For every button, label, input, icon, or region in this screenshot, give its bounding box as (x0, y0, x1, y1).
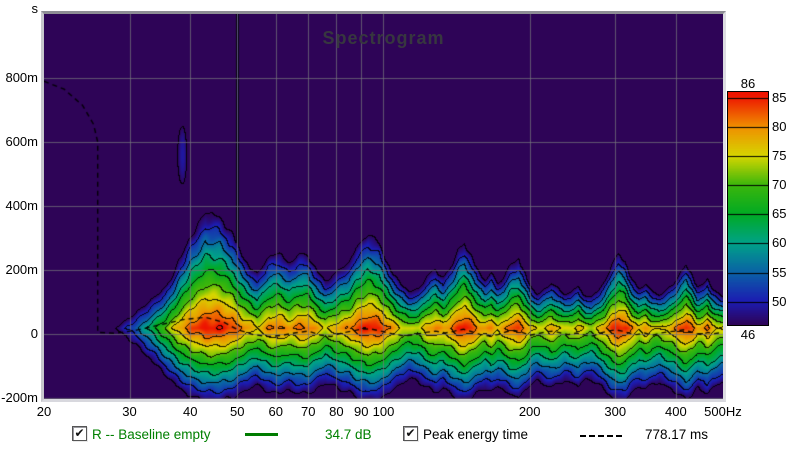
x-tick-30: 30 (122, 404, 137, 419)
x-tick-500: 500Hz (704, 404, 742, 419)
peak-energy-value: 778.17 ms (645, 427, 709, 442)
colorbar-gradient (728, 92, 768, 325)
colorbar-max-label: 86 (740, 76, 756, 91)
colorbar-tick-80: 80 (772, 118, 787, 134)
colorbar-tick-75: 75 (772, 148, 787, 164)
colorbar-tick-70: 70 (772, 177, 787, 193)
colorbar (727, 91, 769, 326)
chart-title: Spectrogram (322, 28, 445, 48)
trace-value: 34.7 dB (325, 427, 372, 442)
colorbar-tick-85: 85 (772, 89, 787, 105)
peak-energy-line-swatch (580, 435, 622, 437)
x-tick-20: 20 (36, 404, 52, 419)
x-tick-300: 300 (604, 404, 627, 419)
colorbar-tick-60: 60 (772, 235, 787, 251)
x-tick-100: 100 (372, 404, 395, 419)
x-tick-50: 50 (230, 404, 245, 419)
colorbar-tick-65: 65 (772, 206, 787, 222)
y-tick-600m: 600m (5, 134, 38, 149)
colorbar-tick-50: 50 (772, 293, 787, 309)
y-axis-unit-label: s (31, 1, 39, 16)
y-tick-0: 0 (30, 326, 38, 341)
y-tick-800m: 800m (5, 70, 38, 85)
x-tick-200: 200 (518, 404, 541, 419)
peak-energy-checkbox[interactable]: ✔ (403, 426, 418, 441)
x-tick-90: 90 (354, 404, 369, 419)
y-tick-400m: 400m (5, 198, 38, 213)
x-tick-80: 80 (329, 404, 344, 419)
y-tick-200m: 200m (5, 262, 38, 277)
x-tick-70: 70 (301, 404, 316, 419)
trace-checkbox[interactable]: ✔ (72, 426, 87, 441)
y-tick--200m: -200m (1, 390, 38, 405)
colorbar-min-label: 46 (740, 327, 756, 342)
spectrogram-panel: Spectrogram (41, 11, 726, 402)
x-tick-60: 60 (268, 404, 283, 419)
trace-line-swatch (245, 433, 278, 436)
colorbar-tick-55: 55 (772, 264, 787, 280)
spectrogram-plot-canvas[interactable] (44, 14, 723, 399)
x-tick-400: 400 (665, 404, 687, 419)
peak-energy-label: Peak energy time (423, 427, 529, 442)
trace-label: R -- Baseline empty (92, 427, 211, 442)
x-tick-40: 40 (182, 404, 198, 419)
